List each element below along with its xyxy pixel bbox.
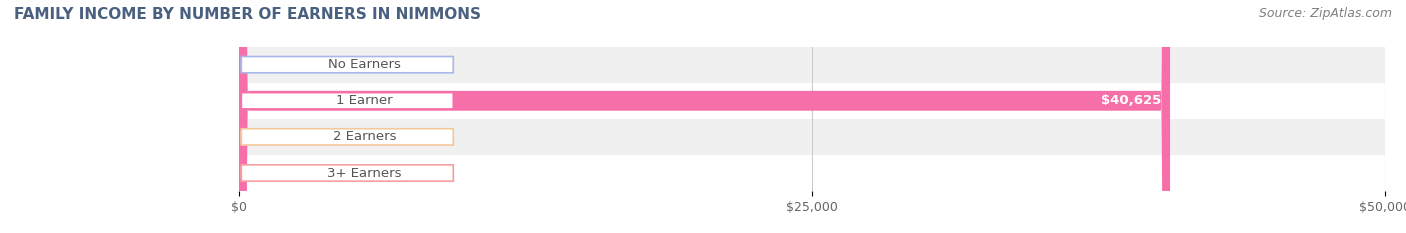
- Text: $0: $0: [250, 58, 267, 71]
- FancyBboxPatch shape: [242, 93, 453, 109]
- Text: No Earners: No Earners: [328, 58, 401, 71]
- Text: $0: $0: [250, 167, 267, 179]
- Bar: [239, 155, 1385, 191]
- Bar: [239, 119, 1385, 155]
- FancyBboxPatch shape: [242, 165, 453, 181]
- FancyBboxPatch shape: [242, 129, 453, 145]
- Text: $0: $0: [250, 130, 267, 143]
- Text: 2 Earners: 2 Earners: [332, 130, 396, 143]
- Text: 1 Earner: 1 Earner: [336, 94, 392, 107]
- Text: FAMILY INCOME BY NUMBER OF EARNERS IN NIMMONS: FAMILY INCOME BY NUMBER OF EARNERS IN NI…: [14, 7, 481, 22]
- FancyBboxPatch shape: [239, 0, 1170, 233]
- Text: Source: ZipAtlas.com: Source: ZipAtlas.com: [1258, 7, 1392, 20]
- Text: $40,625: $40,625: [1101, 94, 1161, 107]
- Text: 3+ Earners: 3+ Earners: [328, 167, 402, 179]
- FancyBboxPatch shape: [242, 57, 453, 73]
- Bar: [239, 83, 1385, 119]
- Bar: [239, 47, 1385, 83]
